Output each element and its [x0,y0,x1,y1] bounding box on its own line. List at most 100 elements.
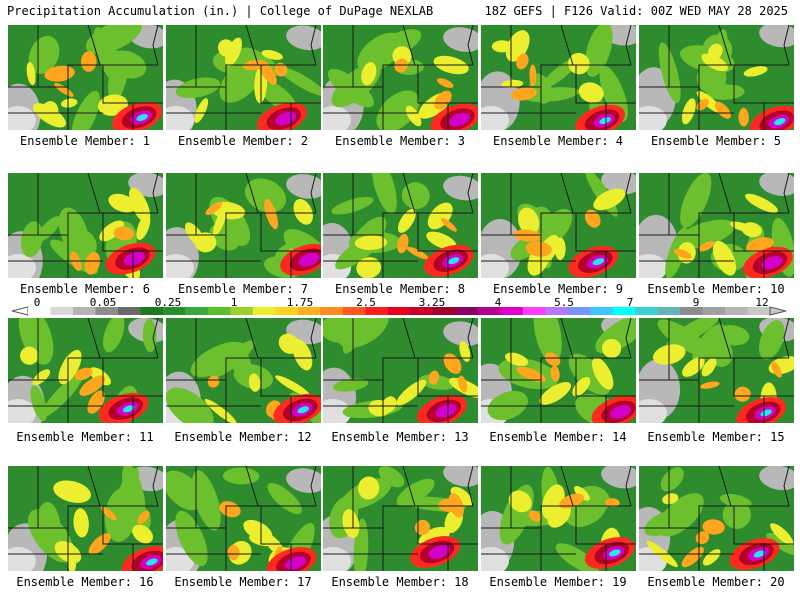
colorbar-tick-label: 1.75 [286,296,314,309]
ensemble-member-label: Ensemble Member: 16 [16,575,154,589]
ensemble-map-panel [639,466,794,571]
precipitation-map [639,318,794,423]
ensemble-member-label: Ensemble Member: 11 [16,430,154,444]
ensemble-member-label: Ensemble Member: 1 [19,134,151,148]
colorbar-swatch [432,307,456,315]
colorbar-tick-label: 1 [230,296,238,309]
precipitation-map [8,318,163,423]
precipitation-map [481,466,636,571]
ensemble-map-panel [166,466,321,571]
precipitation-map [8,173,163,278]
colorbar-tick-label: 3.25 [418,296,446,309]
colorbar-swatch [477,307,501,315]
colorbar-tick-label: 12 [755,296,769,309]
ensemble-member-label: Ensemble Member: 13 [331,430,469,444]
colorbar-swatch [140,307,164,315]
ensemble-map-panel [481,466,636,571]
colorbar-swatch [500,307,524,315]
ensemble-map-panel [481,173,636,278]
ensemble-member-label: Ensemble Member: 18 [331,575,469,589]
colorbar-swatch [320,307,344,315]
ensemble-member-label: Ensemble Member: 8 [334,282,466,296]
colorbar-swatch [635,307,659,315]
colorbar-swatch [612,307,636,315]
precipitation-map [323,466,478,571]
colorbar-swatch [410,307,434,315]
colorbar-swatch [50,307,74,315]
ensemble-map-panel [166,173,321,278]
precipitation-map [8,466,163,571]
ensemble-map-panel [8,173,163,278]
precipitation-map [8,25,163,130]
ensemble-map-panel [639,173,794,278]
ensemble-member-label: Ensemble Member: 19 [489,575,627,589]
colorbar-swatch [545,307,569,315]
ensemble-member-label: Ensemble Member: 2 [177,134,309,148]
colorbar-swatch [117,307,141,315]
colorbar-swatch [297,307,321,315]
colorbar-swatch [702,307,726,315]
header-right-title: 18Z GEFS | F126 Valid: 00Z WED MAY 28 20… [484,4,788,18]
ensemble-map-panel [323,25,478,130]
colorbar-swatch [185,307,209,315]
colorbar-swatch [657,307,681,315]
precipitation-map [323,173,478,278]
ensemble-member-label: Ensemble Member: 15 [647,430,785,444]
ensemble-member-label: Ensemble Member: 20 [647,575,785,589]
header-left-title: Precipitation Accumulation (in.) | Colle… [7,4,434,18]
colorbar-tick-label: 0.05 [89,296,117,309]
precipitation-map [639,466,794,571]
precipitation-map [481,173,636,278]
colorbar-tick-label: 4 [494,296,502,309]
colorbar-swatch [95,307,119,315]
precipitation-map [639,173,794,278]
colorbar-swatch [590,307,614,315]
ensemble-map-panel [166,25,321,130]
colorbar-tick-label: 7 [626,296,634,309]
ensemble-member-label: Ensemble Member: 6 [19,282,151,296]
ensemble-map-panel [323,173,478,278]
colorbar-swatch [275,307,299,315]
colorbar-tick-label: 9 [692,296,700,309]
colorbar-swatch [207,307,231,315]
ensemble-member-label: Ensemble Member: 3 [334,134,466,148]
colorbar-swatch [680,307,704,315]
colorbar-swatch [72,307,96,315]
ensemble-map-panel [8,25,163,130]
ensemble-member-label: Ensemble Member: 10 [647,282,785,296]
ensemble-map-panel [481,25,636,130]
ensemble-map-panel [8,466,163,571]
ensemble-member-label: Ensemble Member: 12 [174,430,312,444]
precipitation-map [166,173,321,278]
colorbar-swatch [747,307,771,315]
ensemble-member-label: Ensemble Member: 9 [492,282,624,296]
ensemble-map-panel [639,318,794,423]
ensemble-map-panel [166,318,321,423]
colorbar-swatch [252,307,276,315]
ensemble-member-label: Ensemble Member: 7 [177,282,309,296]
ensemble-map-panel [323,318,478,423]
ensemble-member-label: Ensemble Member: 4 [492,134,624,148]
precipitation-map [323,318,478,423]
precipitation-map [323,25,478,130]
ensemble-map-panel [481,318,636,423]
colorbar-tick-label: 0 [33,296,41,309]
precipitation-map [166,318,321,423]
colorbar-swatch [387,307,411,315]
colorbar-tick-label: 5.5 [554,296,574,309]
precipitation-map [166,466,321,571]
colorbar-swatch [725,307,749,315]
colorbar-swatch [230,307,254,315]
colorbar-swatch [567,307,591,315]
colorbar-swatch [365,307,389,315]
colorbar-max-arrow [769,306,787,316]
colorbar-swatch [522,307,546,315]
precipitation-map [166,25,321,130]
colorbar-tick-label: 0.25 [154,296,182,309]
colorbar-swatch [455,307,479,315]
ensemble-member-label: Ensemble Member: 5 [650,134,782,148]
precipitation-colorbar [11,306,787,316]
ensemble-member-label: Ensemble Member: 17 [174,575,312,589]
ensemble-member-label: Ensemble Member: 14 [489,430,627,444]
colorbar-swatch [162,307,186,315]
